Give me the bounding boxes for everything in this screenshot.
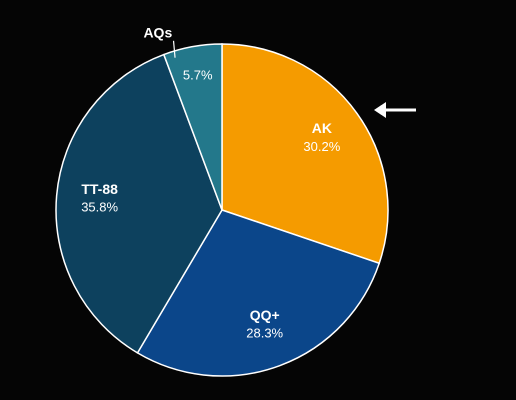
pie-slice <box>55 53 223 354</box>
value-label: 28.3% <box>246 326 283 341</box>
slice-label: AK <box>312 120 332 136</box>
value-label: 35.8% <box>81 200 118 215</box>
pie-slice <box>162 43 223 211</box>
leader-line <box>172 40 176 58</box>
slice-label: AQs <box>143 24 172 40</box>
pointer-arrow <box>374 102 416 118</box>
slice-label: QQ+ <box>250 307 280 323</box>
pie-slice <box>221 43 389 265</box>
value-label: 5.7% <box>183 67 213 82</box>
value-label: 30.2% <box>303 139 340 154</box>
slice-label: TT-88 <box>81 181 118 197</box>
